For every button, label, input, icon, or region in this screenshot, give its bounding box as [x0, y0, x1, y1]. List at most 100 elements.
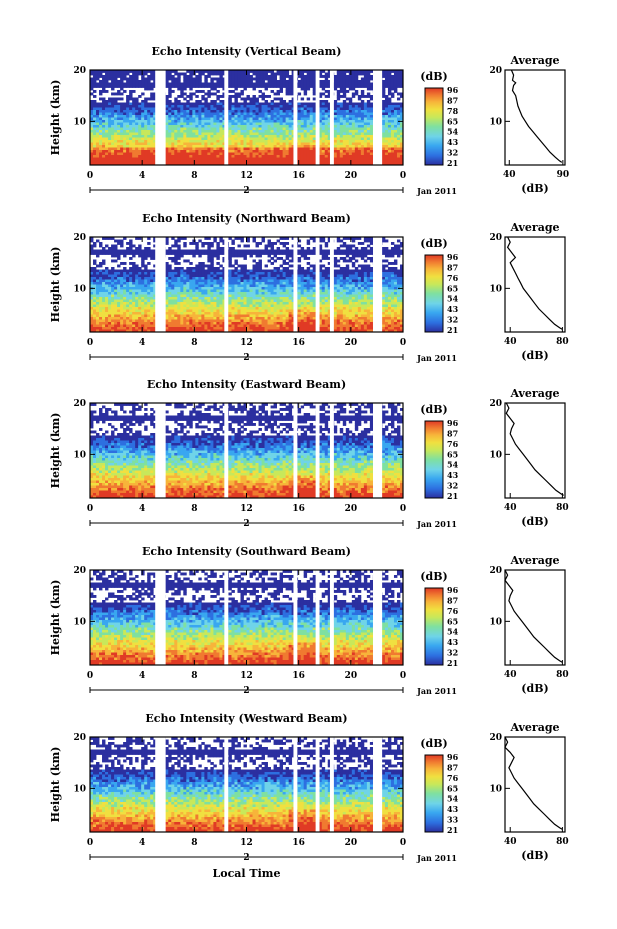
heatmap-cell [114, 105, 118, 108]
heatmap-cell [300, 157, 305, 161]
heatmap-cell [186, 249, 190, 253]
heatmap-cell [195, 244, 199, 248]
heatmap-cell [237, 92, 241, 96]
heatmap-cell [144, 272, 148, 275]
heatmap-cell [192, 105, 196, 108]
heatmap-cell [345, 157, 350, 161]
heatmap-cell [369, 120, 374, 123]
heatmap-cell [132, 162, 136, 166]
heatmap-cell [195, 274, 199, 278]
heatmap-cell [138, 145, 142, 148]
heatmap-cell [390, 112, 395, 116]
y-axis-label: Height (km) [49, 80, 62, 156]
heatmap-cell [180, 249, 184, 253]
heatmap-cell [354, 249, 359, 253]
heatmap-cell [264, 142, 268, 146]
heatmap-cell [327, 110, 332, 113]
heatmap-cell [327, 147, 332, 151]
heatmap-cell [267, 152, 271, 156]
heatmap-cell [261, 95, 265, 98]
heatmap-cell [219, 264, 223, 268]
heatmap-cell [387, 267, 392, 270]
heatmap-cell [228, 140, 232, 143]
heatmap-cell [237, 85, 241, 88]
heatmap-cell [108, 85, 112, 88]
heatmap-cell [234, 237, 238, 240]
heatmap-cell [195, 252, 199, 255]
heatmap-cell [321, 135, 326, 138]
heatmap-cell [252, 150, 256, 153]
heatmap-cell [186, 82, 190, 86]
heatmap-cell [267, 254, 271, 258]
heatmap-cell [327, 272, 332, 275]
heatmap-cell [228, 160, 232, 163]
heatmap-cell [393, 277, 398, 280]
heatmap-cell [183, 269, 187, 273]
heatmap-cell [258, 282, 262, 285]
heatmap-cell [105, 120, 109, 123]
heatmap-cell [387, 102, 392, 106]
heatmap-cell [138, 72, 142, 76]
heatmap-cell [144, 110, 148, 113]
heatmap-cell [276, 155, 281, 158]
heatmap-cell [114, 254, 118, 258]
heatmap-cell [93, 249, 97, 253]
heatmap-cell [201, 85, 205, 88]
heatmap-cell [270, 130, 274, 133]
heatmap-cell [264, 272, 268, 275]
heatmap-cell [111, 254, 115, 258]
heatmap-cell [336, 274, 341, 278]
heatmap-cell [342, 132, 347, 136]
heatmap-cell [321, 254, 326, 258]
heatmap-cell [132, 279, 136, 283]
heatmap-cell [336, 115, 341, 118]
heatmap-cell [282, 110, 287, 113]
heatmap-cell [279, 272, 284, 275]
heatmap-cell [135, 279, 139, 283]
heatmap-cell [261, 157, 265, 161]
heatmap-cell [216, 269, 220, 273]
heatmap-cell [114, 142, 118, 146]
heatmap-cell [147, 145, 151, 148]
heatmap-cell [195, 112, 199, 116]
heatmap-cell [144, 130, 148, 133]
heatmap-cell [222, 100, 226, 103]
heatmap-cell [204, 145, 208, 148]
heatmap-cell [270, 115, 274, 118]
heatmap-cell [285, 107, 290, 111]
heatmap-cell [237, 150, 241, 153]
heatmap-cell [300, 282, 305, 285]
heatmap-cell [117, 150, 121, 153]
heatmap-cell [192, 145, 196, 148]
heatmap-cell [165, 95, 169, 98]
colorbar-label: (dB) [420, 70, 447, 83]
heatmap-cell [228, 147, 232, 151]
heatmap-cell [312, 125, 317, 128]
heatmap-cell [318, 137, 323, 141]
heatmap-cell [249, 120, 253, 123]
heatmap-cell [231, 137, 235, 141]
heatmap-cell [351, 239, 356, 243]
heatmap-cell [381, 267, 386, 270]
heatmap-cell [132, 274, 136, 278]
heatmap-cell [93, 105, 97, 108]
heatmap-cell [90, 267, 94, 270]
heatmap-cell [174, 249, 178, 253]
heatmap-cell [336, 162, 341, 166]
heatmap-cell [333, 120, 338, 123]
heatmap-cell [288, 130, 293, 133]
heatmap-cell [387, 110, 392, 113]
heatmap-cell [258, 277, 262, 280]
heatmap-cell [117, 242, 121, 245]
heatmap-cell [177, 150, 181, 153]
heatmap-cell [261, 127, 265, 131]
heatmap-cell [348, 120, 353, 123]
heatmap-cell [276, 130, 281, 133]
heatmap-cell [147, 249, 151, 253]
heatmap-cell [246, 85, 250, 88]
heatmap-cell [210, 274, 214, 278]
heatmap-cell [105, 277, 109, 280]
heatmap-cell [111, 247, 115, 250]
heatmap-cell [255, 145, 259, 148]
heatmap-cell [243, 85, 247, 88]
